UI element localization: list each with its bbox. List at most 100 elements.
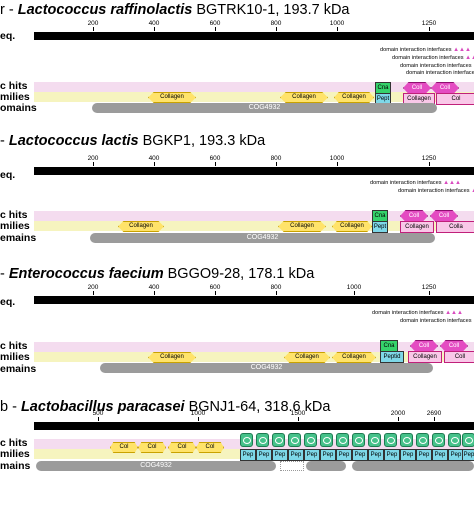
pep-domain: Pep <box>368 449 384 461</box>
organism-name: Lactococcus lactis <box>8 133 139 149</box>
cog4932-domain: COG4932 <box>100 363 433 373</box>
tick <box>429 27 430 31</box>
panel-title: - Lactococcus lactis BGKP1, 193.3 kDa <box>0 133 266 149</box>
cylinder-icon <box>368 433 381 447</box>
specific-hits-label: c hits <box>0 340 28 352</box>
panel-1: r - Lactococcus raffinolactis BGTRK10-1,… <box>0 0 474 114</box>
tick-label: 200 <box>87 20 99 27</box>
pep-domain: Pep <box>240 449 256 461</box>
cog4932-domain: COG4932 <box>92 103 437 113</box>
cylinder-icon <box>256 433 269 447</box>
col-domain: Col <box>168 442 196 453</box>
collagen-domain: Collagen <box>332 352 376 363</box>
tick <box>154 162 155 166</box>
tick-label: 1000 <box>346 284 362 291</box>
tick <box>337 162 338 166</box>
panel-title: r - Lactococcus raffinolactis BGTRK10-1,… <box>0 2 350 18</box>
collagen-box: Collagen <box>400 221 434 233</box>
pep-domain: Pep <box>416 449 432 461</box>
dotted-gap <box>280 461 304 471</box>
seq-label: eq. <box>0 296 16 308</box>
tick-label: 1250 <box>421 155 437 162</box>
triangle-icon: ▲▲▲ <box>443 180 461 186</box>
superfamilies-label: milies <box>0 91 30 103</box>
title-prefix: r - <box>0 2 18 18</box>
superfamilies-label: milies <box>0 220 30 232</box>
specific-hits-label: c hits <box>0 437 28 449</box>
tick <box>215 162 216 166</box>
tick <box>98 417 99 421</box>
cog-segment <box>352 461 474 471</box>
tick-label: 600 <box>209 20 221 27</box>
pep-domain: Pep <box>336 449 352 461</box>
tick-label: 1250 <box>421 20 437 27</box>
tick <box>398 417 399 421</box>
tick <box>429 291 430 295</box>
pep-domain: Pep <box>462 449 474 461</box>
pep-domain: Pep <box>304 449 320 461</box>
organism-name: Lactococcus raffinolactis <box>17 2 193 18</box>
cylinder-icon <box>416 433 429 447</box>
collagen-domain: Collagen <box>278 221 326 232</box>
cylinder-icon <box>384 433 397 447</box>
tick <box>154 291 155 295</box>
collagen-domain: Collagen <box>334 92 374 103</box>
tick <box>93 27 94 31</box>
pept-domain: Peptid <box>380 351 404 363</box>
col-box: Col <box>436 93 474 105</box>
domain-interaction-label: domain interaction interfaces ▲▲▲ <box>370 180 461 186</box>
tick <box>429 162 430 166</box>
domain-interaction-label: domain interaction interfaces ▲▲▲ <box>398 188 474 194</box>
tick-label: 2690 <box>426 410 442 417</box>
specific-hits-band <box>34 82 474 92</box>
sequence-ruler: 200 400 600 800 1000 1250 <box>34 155 474 175</box>
domain-interaction-label: domain interaction interfaces ▲▲▲ <box>406 70 474 76</box>
cylinder-icon <box>304 433 317 447</box>
specific-hits-band <box>34 439 474 449</box>
organism-name: Lactobacillus paracasei <box>20 399 185 415</box>
superfamilies-label: milies <box>0 351 30 363</box>
tick <box>215 27 216 31</box>
panel-2: - Lactococcus lactis BGKP1, 193.3 kDa eq… <box>0 131 474 245</box>
tick-label: 200 <box>87 284 99 291</box>
cylinder-icon <box>240 433 253 447</box>
cylinder-icon <box>448 433 461 447</box>
domains-label: omains <box>0 102 37 114</box>
domains-label: mains <box>0 460 31 472</box>
tick <box>276 27 277 31</box>
tick-label: 1000 <box>329 20 345 27</box>
col-domain: Col <box>138 442 166 453</box>
specific-hits-band <box>34 211 474 221</box>
triangle-icon: ▲▲▲ <box>465 55 474 61</box>
col-box: Coll <box>444 351 474 363</box>
strain-size: BGNJ1-64, 318.6 kDa <box>184 399 331 415</box>
pept-domain: Pept <box>372 221 388 233</box>
triangle-icon: ▲▲▲ <box>471 188 474 194</box>
collagen-domain: Collagen <box>280 92 328 103</box>
tick <box>198 417 199 421</box>
tick <box>354 291 355 295</box>
tick-label: 1000 <box>329 155 345 162</box>
domains-label: emains <box>0 363 37 375</box>
superfamilies-label: milies <box>0 448 30 460</box>
pep-domain: Pep <box>400 449 416 461</box>
collagen-box: Collagen <box>408 351 442 363</box>
pep-domain: Pep <box>320 449 336 461</box>
pep-domain: Pep <box>352 449 368 461</box>
domain-interaction-label: domain interaction interfaces ▲▲▲ <box>392 55 474 61</box>
cylinder-icon <box>288 433 301 447</box>
tick-label: 400 <box>148 284 160 291</box>
tick <box>93 291 94 295</box>
sequence-ruler: 500 1000 1500 2000 2690 <box>34 410 474 430</box>
cylinder-icon <box>320 433 333 447</box>
superfamilies-band <box>34 92 474 102</box>
domain-interaction-label: domain interaction interfaces ▲▲ <box>400 63 474 69</box>
specific-hits-label: c hits <box>0 209 28 221</box>
specific-hits-label: c hits <box>0 80 28 92</box>
panel-title: - Enterococcus faecium BGGO9-28, 178.1 k… <box>0 266 315 282</box>
sequence-ruler: 200 400 600 800 1000 1250 <box>34 284 474 304</box>
cylinder-icon <box>352 433 365 447</box>
collagen-domain: Collagen <box>148 352 196 363</box>
panel-3: - Enterococcus faecium BGGO9-28, 178.1 k… <box>0 264 474 378</box>
tick-label: 800 <box>270 284 282 291</box>
